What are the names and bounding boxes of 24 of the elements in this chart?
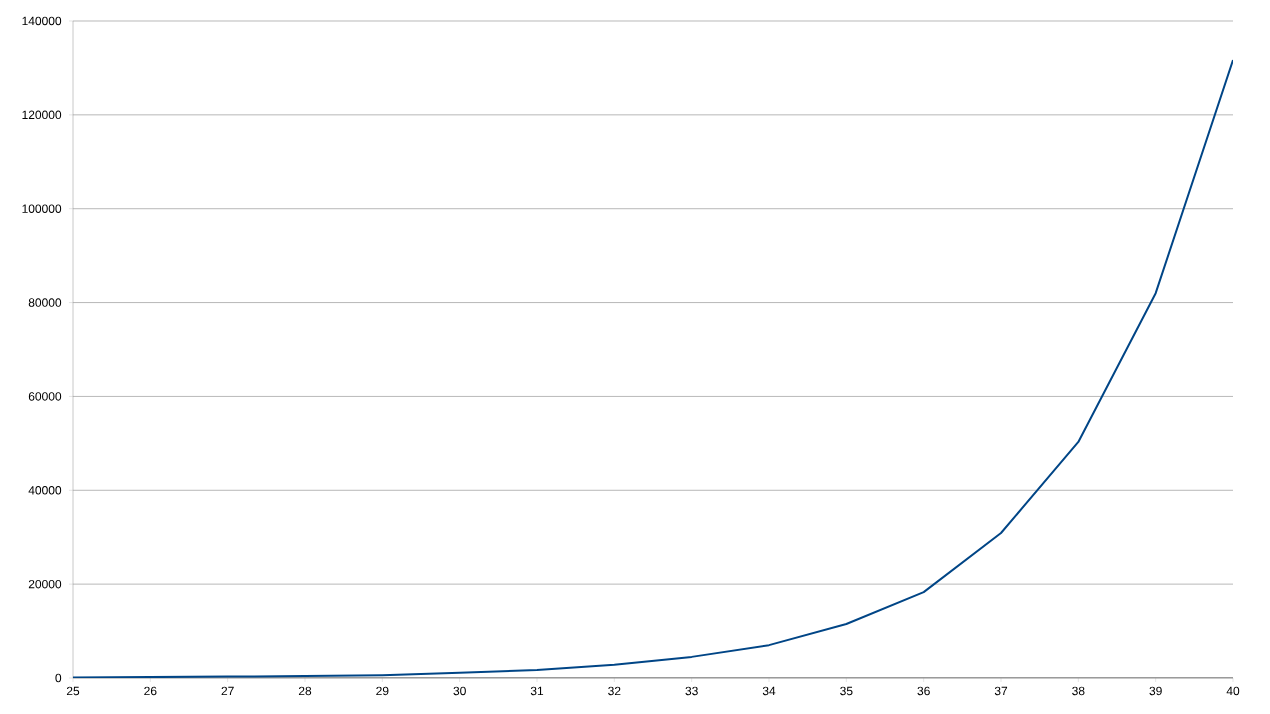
y-tick-label: 140000 [22,16,62,26]
x-tick-label: 40 [1226,686,1240,696]
x-tick-label: 33 [685,686,698,696]
x-tick-label: 37 [994,686,1008,696]
y-tick-label: 60000 [28,392,62,401]
y-tick-label: 0 [55,673,62,683]
x-tick-label: 27 [221,686,234,696]
y-tick-label: 100000 [22,204,62,213]
y-tick-label: 120000 [22,110,62,120]
x-tick-label: 34 [762,686,776,696]
x-tick-label: 29 [376,686,389,696]
x-tick-label: 39 [1149,686,1162,696]
x-tick-label: 26 [144,686,157,696]
y-tick-label: 20000 [28,579,62,589]
x-tick-label: 31 [530,686,544,696]
x-tick-label: 36 [917,686,930,696]
x-tick-label: 35 [840,686,853,696]
y-tick-label: 40000 [28,486,62,495]
x-tick-label: 30 [453,686,466,696]
x-tick-label: 28 [298,686,312,696]
x-tick-label: 25 [66,686,80,696]
x-tick-label: 38 [1072,686,1085,696]
x-tick-label: 32 [608,686,621,696]
y-tick-label: 80000 [28,298,62,307]
